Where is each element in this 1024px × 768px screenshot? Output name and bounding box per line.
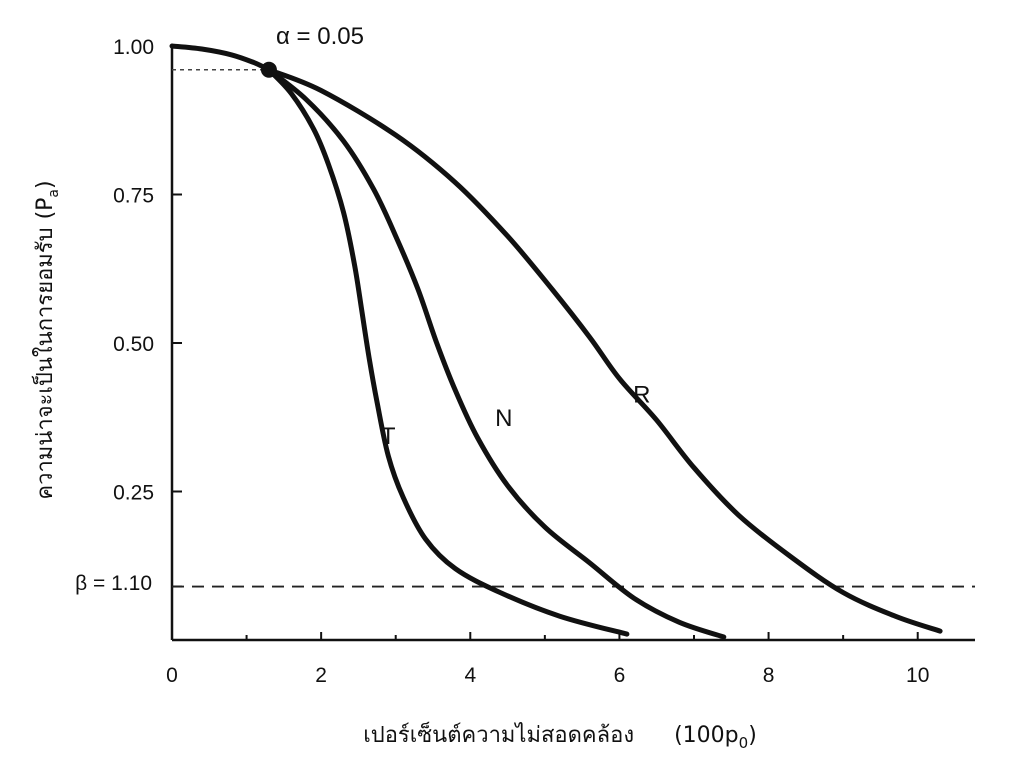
x-tick-label-8: 8 <box>763 664 775 687</box>
x-axis-unit-subscript: 0 <box>739 734 749 752</box>
y-axis-title-text: ความน่าจะเป็นในการยอมรับ <box>30 227 58 499</box>
y-tick-label-0.5: 0.50 <box>113 333 154 356</box>
curve-label-N: N <box>495 405 512 432</box>
x-axis-title: เปอร์เซ็นต์ความไม่สอดคล้อง (100p0) <box>363 720 757 752</box>
ticks: 0 2 4 6 8 10 0.25 0.50 0.75 1.00 <box>113 36 929 687</box>
x-tick-label-0: 0 <box>166 664 178 687</box>
x-axis-unit-close: ) <box>748 723 757 748</box>
y-axis-unit-close: ) <box>33 180 58 189</box>
x-tick-label-4: 4 <box>464 664 476 687</box>
curve-label-R: R <box>633 381 650 408</box>
x-axis-title-text: เปอร์เซ็นต์ความไม่สอดคล้อง <box>363 720 634 748</box>
x-tick-label-2: 2 <box>315 664 327 687</box>
alpha-point-marker <box>260 61 277 78</box>
curve-shared-top <box>169 43 272 73</box>
y-axis-unit: (P <box>33 198 58 220</box>
curves <box>169 43 943 640</box>
x-tick-label-10: 10 <box>906 664 929 687</box>
guide-lines <box>172 69 975 588</box>
curve-label-T: T <box>381 423 396 450</box>
curve-R <box>266 67 943 634</box>
y-axis-title: ความน่าจะเป็นในการยอมรับ (Pa) <box>30 180 62 499</box>
alpha-label: α = 0.05 <box>276 23 364 50</box>
y-axis-unit-subscript: a <box>46 189 62 198</box>
x-tick-label-6: 6 <box>614 664 626 687</box>
labels: T N R <box>381 381 651 450</box>
curve-T <box>266 67 630 637</box>
y-tick-label-0.25: 0.25 <box>113 482 154 505</box>
y-tick-label-0.75: 0.75 <box>113 185 154 208</box>
x-axis-unit: (100p <box>674 723 739 748</box>
y-tick-label-1: 1.00 <box>113 36 154 59</box>
curve-N <box>266 67 727 640</box>
beta-label: β = 1.10 <box>75 572 152 595</box>
